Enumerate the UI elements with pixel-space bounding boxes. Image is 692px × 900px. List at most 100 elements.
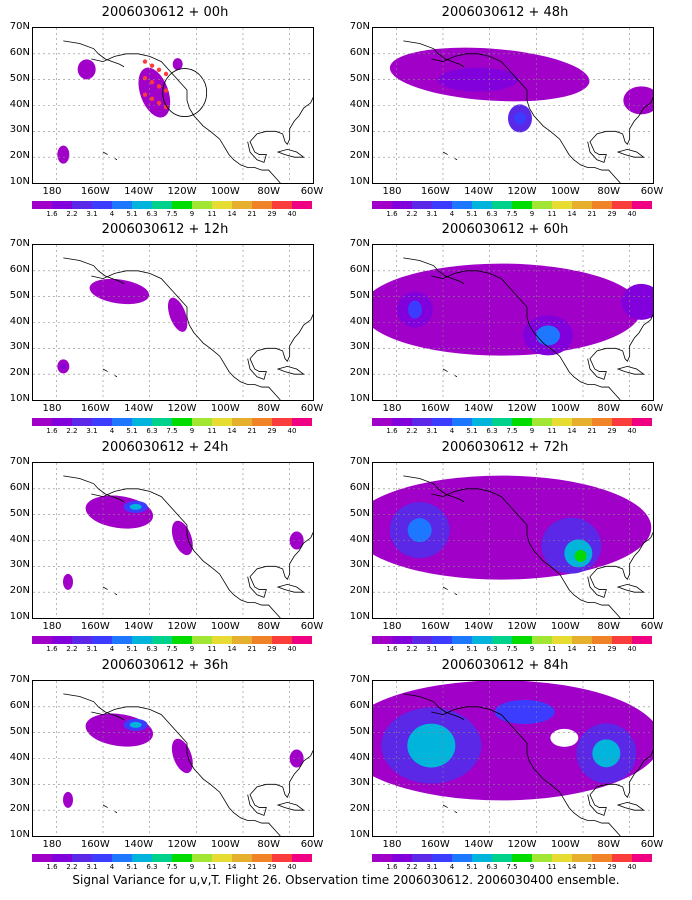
- colorbar-label: 3.1: [426, 427, 438, 435]
- colorbar-cell: [572, 636, 592, 644]
- colorbar-label: 7.5: [166, 427, 178, 435]
- cuba-outline: [276, 366, 305, 375]
- colorbar-label: 2.2: [66, 427, 78, 435]
- colorbar-cell: [252, 636, 272, 644]
- colorbar-label: 29: [267, 645, 277, 653]
- y-axis-label: 60N: [349, 46, 370, 58]
- y-axis-label: 20N: [349, 585, 370, 597]
- y-axis-label: 30N: [349, 124, 370, 136]
- colorbar-label: 11: [547, 863, 557, 871]
- colorbar-labels: 1.6 2.2 3.1 4 5.1 6.3 7.5 9 11 14 21 29 40: [32, 645, 312, 655]
- colorbar-cell: [292, 636, 312, 644]
- colorbar-cell: [52, 201, 72, 209]
- y-axis-label: 20N: [349, 803, 370, 815]
- colorbar-labels: 1.6 2.2 3.1 4 5.1 6.3 7.5 9 11 14 21 29 40: [32, 863, 312, 873]
- grid-lines: [373, 245, 653, 400]
- colorbar-cell: [112, 201, 132, 209]
- colorbar-label: 14: [567, 210, 577, 218]
- colorbar-label: 9: [189, 210, 195, 218]
- colorbar-cell: [92, 418, 112, 426]
- map-canvas: [33, 28, 313, 183]
- variance-contour: [621, 283, 653, 320]
- y-axis-label: 50N: [349, 725, 370, 737]
- colorbar-cell: [92, 201, 112, 209]
- colorbar-cell: [272, 854, 292, 862]
- colorbar-label: 9: [529, 427, 535, 435]
- colorbar-label: 6.3: [146, 427, 158, 435]
- colorbar-cell: [552, 418, 572, 426]
- colorbar-cell: [512, 854, 532, 862]
- forecast-panel: 2006030612 + 24h 70N 60N 50N 40N 30N 20N 10N 180…: [0, 440, 330, 655]
- x-axis-label: 80W: [597, 839, 620, 850]
- colorbar-cell: [52, 636, 72, 644]
- colorbar-label: 7.5: [506, 210, 518, 218]
- x-axis-label: 80W: [597, 403, 620, 414]
- colorbar-label: 9: [189, 863, 195, 871]
- colorbar-cell: [172, 854, 192, 862]
- colorbar-cell: [272, 418, 292, 426]
- variance-contour: [407, 723, 456, 768]
- x-axis-label: 120W: [167, 621, 197, 632]
- y-axis-label: 10N: [9, 393, 30, 404]
- colorbar-label: 5.1: [126, 427, 138, 435]
- x-axis-label: 160W: [80, 186, 110, 197]
- colorbar-cell: [372, 636, 392, 644]
- observation-marker: [142, 75, 148, 81]
- colorbar-label: 21: [247, 645, 257, 653]
- colorbar-cell: [552, 636, 572, 644]
- colorbar-cell: [232, 201, 252, 209]
- colorbar-cell: [252, 418, 272, 426]
- forecast-panel: 2006030612 + 12h 70N 60N 50N 40N 30N 20N 10N 180…: [0, 222, 330, 437]
- coastline-segment: [247, 750, 313, 816]
- x-axis-label: 180: [42, 621, 62, 632]
- colorbar-cell: [472, 854, 492, 862]
- island-outline: [454, 158, 458, 161]
- colorbar-label: 29: [267, 427, 277, 435]
- colorbar-cell: [152, 636, 172, 644]
- colorbar-label: 2.2: [406, 427, 418, 435]
- colorbar-cell: [272, 636, 292, 644]
- coastline-segment: [91, 488, 281, 618]
- x-axis-label: 80W: [597, 621, 620, 632]
- colorbar-cell: [32, 201, 52, 209]
- colorbar-cell: [412, 636, 432, 644]
- x-axis-label: 140W: [464, 621, 494, 632]
- x-axis-label: 120W: [167, 839, 197, 850]
- colorbar-label: 1.6: [46, 863, 58, 871]
- panel-title: 2006030612 + 24h: [101, 440, 229, 455]
- y-axis-label: 70N: [9, 238, 30, 249]
- coastline-segment: [247, 97, 313, 163]
- observation-marker: [149, 96, 155, 101]
- colorbar-label: 14: [227, 427, 237, 435]
- colorbar-cell: [292, 854, 312, 862]
- grid-lines: [33, 681, 313, 836]
- x-axis-label: 180: [382, 839, 402, 850]
- x-axis-label: 120W: [507, 186, 537, 197]
- x-axis-label: 60W: [300, 186, 324, 197]
- island-outline: [114, 593, 118, 596]
- forecast-panel: 2006030612 + 36h 70N 60N 50N 40N 30N 20N 10N 180…: [0, 658, 330, 873]
- x-axis-label: 140W: [464, 186, 494, 197]
- colorbar-label: 2.2: [66, 210, 78, 218]
- colorbar-cell: [572, 201, 592, 209]
- observation-marker: [163, 88, 169, 93]
- colorbar-cell: [592, 418, 612, 426]
- colorbar-cell: [412, 418, 432, 426]
- colorbar-label: 40: [627, 863, 637, 871]
- colorbar-label: 9: [529, 645, 535, 653]
- colorbar-cell: [492, 201, 512, 209]
- y-axis-label: 20N: [9, 367, 30, 379]
- colorbar-label: 4: [109, 863, 115, 871]
- y-axis-label: 10N: [349, 176, 370, 187]
- y-axis-label: 40N: [349, 533, 370, 545]
- coastline-segment: [247, 532, 313, 598]
- colorbar-label: 3.1: [86, 863, 98, 871]
- colorbar-label: 5.1: [466, 863, 478, 871]
- y-axis-label: 20N: [349, 150, 370, 162]
- colorbar-label: 29: [607, 210, 617, 218]
- observation-marker: [156, 84, 162, 89]
- x-axis-label: 100W: [550, 621, 580, 632]
- map-canvas: [33, 463, 313, 618]
- coastline-segment: [431, 488, 621, 618]
- x-axis-label: 180: [42, 186, 62, 197]
